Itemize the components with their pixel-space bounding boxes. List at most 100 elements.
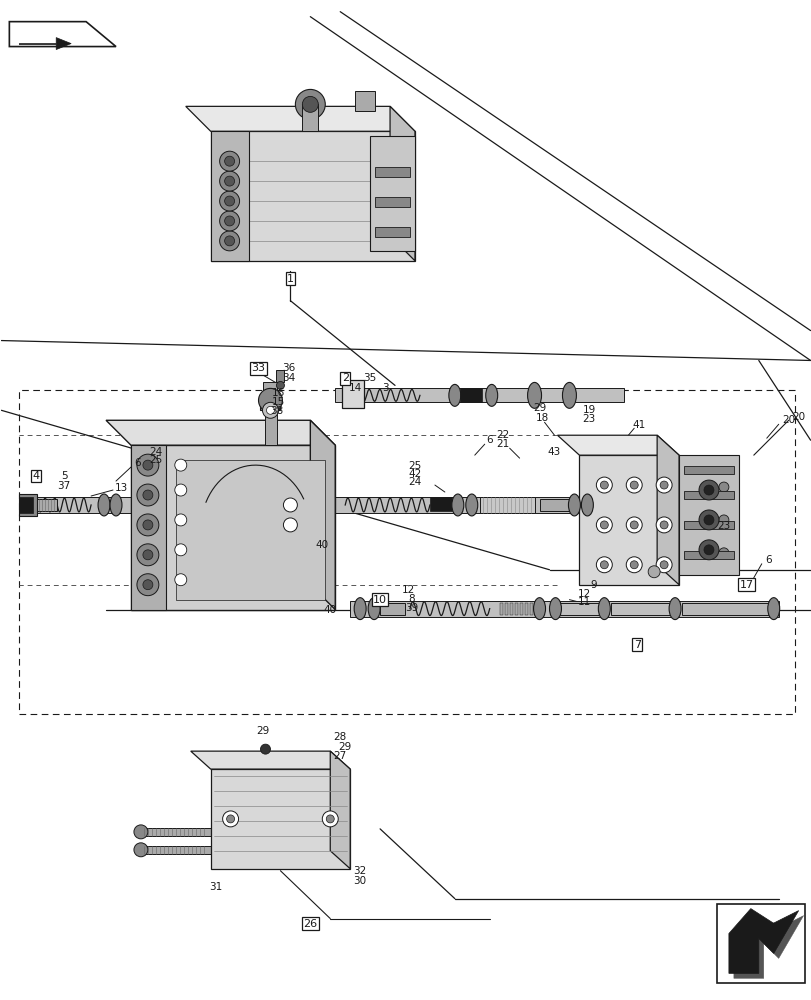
Bar [514,603,517,615]
Bar [429,497,451,511]
Bar [681,603,770,615]
Ellipse shape [485,384,497,406]
Bar [534,603,537,615]
Polygon shape [579,455,678,585]
Circle shape [302,96,318,112]
Bar [716,904,804,983]
Circle shape [659,561,667,569]
Text: 23: 23 [582,414,595,424]
Bar [599,500,659,510]
Ellipse shape [466,494,477,516]
Text: 40: 40 [315,540,328,550]
Polygon shape [354,91,375,111]
Text: 34: 34 [281,373,294,383]
Bar [683,491,733,499]
Bar [350,601,778,617]
Text: 28: 28 [333,732,346,742]
Text: 24: 24 [408,477,421,487]
Polygon shape [175,460,325,600]
Circle shape [655,557,672,573]
Text: 29: 29 [532,403,546,413]
Circle shape [599,521,607,529]
Circle shape [134,843,148,857]
Circle shape [655,517,672,533]
Text: 6: 6 [135,458,141,468]
Circle shape [137,514,159,536]
Bar [380,603,405,615]
Text: 9: 9 [590,580,596,590]
Circle shape [143,460,152,470]
Text: 26: 26 [303,919,317,929]
Circle shape [143,520,152,530]
Bar [141,828,210,836]
Circle shape [219,191,239,211]
Text: 20: 20 [781,415,794,425]
Text: 4: 4 [32,471,40,481]
Circle shape [625,477,642,493]
Text: 27: 27 [333,751,346,761]
Circle shape [137,574,159,596]
Circle shape [219,231,239,251]
Text: 40: 40 [324,605,337,615]
Circle shape [283,518,297,532]
Circle shape [266,406,274,414]
Circle shape [219,211,239,231]
Text: 25: 25 [408,461,421,471]
Circle shape [260,744,270,754]
Circle shape [629,561,637,569]
Text: 5: 5 [61,471,67,481]
Polygon shape [106,420,335,445]
Bar [302,104,318,131]
Ellipse shape [668,598,680,620]
Bar [19,497,131,513]
Bar [260,400,280,410]
Circle shape [655,477,672,493]
Circle shape [225,176,234,186]
Bar [678,517,723,523]
Ellipse shape [367,598,380,620]
Bar [683,466,733,474]
Text: 12: 12 [577,589,590,599]
Text: 31: 31 [208,882,222,892]
Text: 6: 6 [486,435,492,445]
Text: 29: 29 [255,726,268,736]
Circle shape [718,482,728,492]
Circle shape [226,815,234,823]
Text: 35: 35 [363,373,376,383]
Bar [19,494,37,516]
Text: 25: 25 [149,455,162,465]
Polygon shape [131,445,335,610]
Bar [539,499,569,511]
Circle shape [703,545,713,555]
Circle shape [276,381,284,389]
Circle shape [143,550,152,560]
Ellipse shape [568,494,580,516]
Circle shape [659,481,667,489]
Bar [678,484,723,490]
Ellipse shape [598,598,610,620]
Bar [499,603,502,615]
Polygon shape [310,420,335,610]
Bar [479,497,534,513]
Circle shape [143,580,152,590]
Circle shape [225,236,234,246]
Bar [276,370,284,382]
Bar [529,603,532,615]
Ellipse shape [98,494,109,516]
Ellipse shape [527,382,541,408]
Circle shape [143,490,152,500]
Circle shape [137,484,159,506]
Text: 43: 43 [547,447,560,457]
Circle shape [222,811,238,827]
Ellipse shape [451,494,463,516]
Circle shape [698,540,718,560]
Circle shape [174,484,187,496]
Circle shape [659,521,667,529]
Bar [335,388,624,402]
Circle shape [137,544,159,566]
Circle shape [262,402,278,418]
Circle shape [225,156,234,166]
Circle shape [225,216,234,226]
Text: 3: 3 [381,383,388,393]
Text: 22: 22 [496,430,508,440]
